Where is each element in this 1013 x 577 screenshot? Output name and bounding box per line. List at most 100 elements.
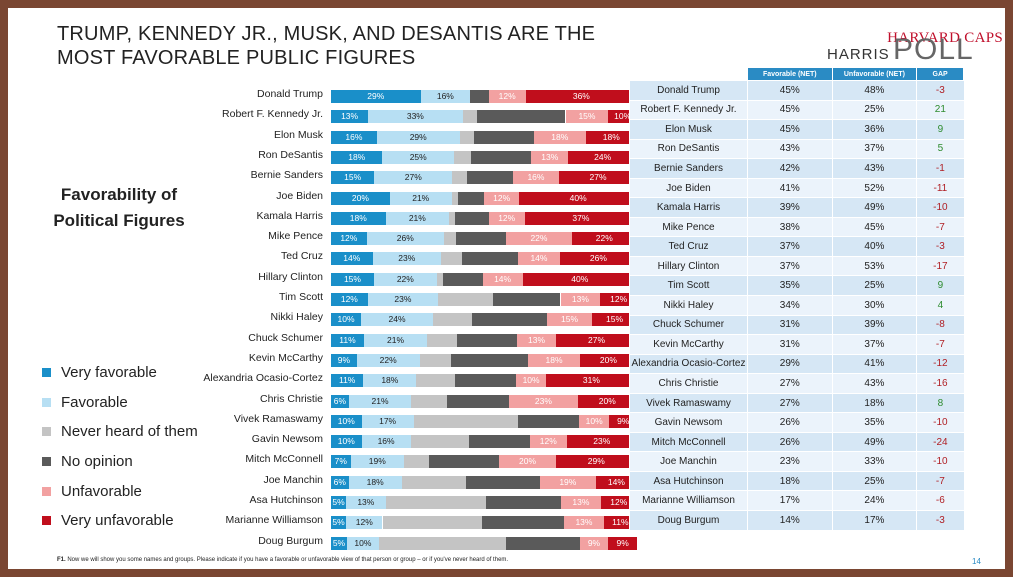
table-cell-gap: -24 xyxy=(916,432,964,453)
bar-segment-never-heard xyxy=(433,313,472,327)
legend-swatch xyxy=(42,457,51,467)
bar-segment-unfavorable: 22% xyxy=(506,232,572,246)
bar-segment-very-unfavorable: 40% xyxy=(522,272,637,286)
table-row: Donald Trump 45% 48% -3 xyxy=(629,80,964,101)
bar-segment-favorable: 18% xyxy=(363,374,417,388)
bar-segment-very-unfavorable: 26% xyxy=(559,252,637,266)
figure-name: Ted Cruz xyxy=(280,250,323,263)
bar-segment-never-heard xyxy=(378,536,507,550)
legend-item-unfavorable: Unfavorable xyxy=(42,476,198,506)
legend-label: Favorable xyxy=(61,393,128,411)
table-cell-unfavorable: 52% xyxy=(831,178,917,199)
bar-segment-very-favorable: 14% xyxy=(331,252,373,266)
bar-segment-very-unfavorable: 27% xyxy=(559,171,637,185)
legend-label: Very unfavorable xyxy=(61,512,174,530)
bar-segment-unfavorable: 16% xyxy=(512,171,560,185)
logo-poll: POLL xyxy=(893,33,974,66)
figure-name: Mike Pence xyxy=(268,230,323,243)
table-cell-name: Asa Hutchinson xyxy=(629,471,748,492)
table-row: Ron DeSantis 43% 37% 5 xyxy=(629,139,964,160)
table-cell-unfavorable: 17% xyxy=(831,510,917,531)
table-cell-unfavorable: 43% xyxy=(831,373,917,394)
table-cell-name: Nikki Haley xyxy=(629,295,748,316)
bar-segment-no-opinion xyxy=(470,90,489,103)
bar-segment-never-heard xyxy=(416,374,455,388)
table-cell-favorable: 45% xyxy=(747,119,833,140)
bar-segment-very-unfavorable: 18% xyxy=(585,130,637,144)
table-header-unfavorable: Unfavorable (NET) xyxy=(831,67,918,81)
table-row: Gavin Newsom 26% 35% -10 xyxy=(629,412,964,433)
legend-item-very-unfavorable: Very unfavorable xyxy=(42,506,198,536)
table-row: Nikki Haley 34% 30% 4 xyxy=(629,295,964,316)
table-cell-name: Gavin Newsom xyxy=(629,412,748,433)
table-cell-gap: -17 xyxy=(916,256,964,277)
bar-segment-no-opinion xyxy=(493,293,561,306)
slide: TRUMP, KENNEDY JR., MUSK, AND DESANTIS A… xyxy=(8,8,1005,569)
table-cell-name: Joe Manchin xyxy=(629,451,748,472)
bar-segment-favorable: 27% xyxy=(374,171,453,185)
table-cell-gap: -10 xyxy=(916,451,964,472)
legend-label: Never heard of them xyxy=(61,423,198,441)
table-cell-gap: -12 xyxy=(916,354,964,375)
table-cell-favorable: 18% xyxy=(747,471,833,492)
bar-segment-never-heard xyxy=(401,475,467,489)
bar-segment-unfavorable: 13% xyxy=(564,516,604,530)
legend-item-favorable: Favorable xyxy=(42,388,198,418)
bar-segment-unfavorable: 20% xyxy=(499,455,556,469)
bar-segment-no-opinion xyxy=(457,191,484,205)
logo-harris: HARRIS xyxy=(827,46,890,63)
bar-segment-never-heard xyxy=(449,211,456,225)
bar-segment-very-favorable: 12% xyxy=(331,293,368,306)
bar-segment-favorable: 21% xyxy=(364,333,427,347)
figure-name: Alexandria Ocasio-Cortez xyxy=(203,372,323,385)
table-cell-gap: 8 xyxy=(916,393,964,414)
table-cell-gap: -6 xyxy=(916,490,964,512)
bar-segment-unfavorable: 12% xyxy=(488,211,525,225)
table-cell-name: Ted Cruz xyxy=(629,236,748,257)
bar-segment-very-unfavorable: 29% xyxy=(555,455,637,469)
net-favorability-table: Favorable (NET) Unfavorable (NET) GAP Do… xyxy=(629,67,964,531)
bar-segment-very-unfavorable: 31% xyxy=(545,374,637,388)
table-cell-favorable: 42% xyxy=(747,158,833,179)
bar-segment-no-opinion xyxy=(482,516,565,530)
table-cell-unfavorable: 41% xyxy=(831,354,917,375)
table-cell-favorable: 27% xyxy=(747,393,833,414)
table-row: Doug Burgum 14% 17% -3 xyxy=(629,510,964,531)
table-header-favorable: Favorable (NET) xyxy=(747,67,833,81)
table-cell-favorable: 31% xyxy=(747,334,833,355)
table-header-blank xyxy=(629,67,748,81)
bar-segment-favorable: 29% xyxy=(376,130,460,144)
bar-segment-no-opinion xyxy=(446,394,510,408)
bar-segment-unfavorable: 15% xyxy=(565,110,609,124)
bar-segment-unfavorable: 15% xyxy=(547,313,592,327)
table-cell-gap: 21 xyxy=(916,100,964,121)
bar-segment-favorable: 33% xyxy=(368,110,463,124)
bar-segment-no-opinion xyxy=(517,414,579,428)
table-cell-gap: -7 xyxy=(916,471,964,492)
bar-segment-very-unfavorable: 20% xyxy=(579,353,637,367)
bar-segment-never-heard xyxy=(411,394,447,408)
bar-segment-very-unfavorable: 15% xyxy=(592,313,637,327)
bar-segment-favorable: 22% xyxy=(356,353,420,367)
bar-segment-very-unfavorable: 22% xyxy=(571,232,637,246)
figure-name: Doug Burgum xyxy=(258,534,323,547)
bar-segment-favorable: 17% xyxy=(361,414,414,428)
table-cell-gap: 4 xyxy=(916,295,964,316)
bar-segment-very-favorable: 7% xyxy=(331,455,351,469)
bar-segment-never-heard xyxy=(453,150,472,164)
bar-segment-no-opinion xyxy=(473,130,535,144)
table-cell-gap: -3 xyxy=(916,510,964,531)
table-cell-gap: -7 xyxy=(916,334,964,355)
bar-segment-no-opinion xyxy=(457,333,517,347)
figure-name: Chuck Schumer xyxy=(248,331,323,344)
bar-segment-very-favorable: 18% xyxy=(331,150,383,164)
table-cell-unfavorable: 49% xyxy=(831,432,917,453)
bar-segment-never-heard xyxy=(438,293,494,306)
table-row: Ted Cruz 37% 40% -3 xyxy=(629,236,964,257)
table-cell-name: Tim Scott xyxy=(629,275,748,297)
figure-name: Nikki Haley xyxy=(270,311,323,324)
table-cell-gap: -1 xyxy=(916,158,964,179)
bar-segment-favorable: 16% xyxy=(361,435,411,449)
bar-segment-very-unfavorable: 40% xyxy=(519,191,637,205)
table-cell-favorable: 45% xyxy=(747,80,833,101)
